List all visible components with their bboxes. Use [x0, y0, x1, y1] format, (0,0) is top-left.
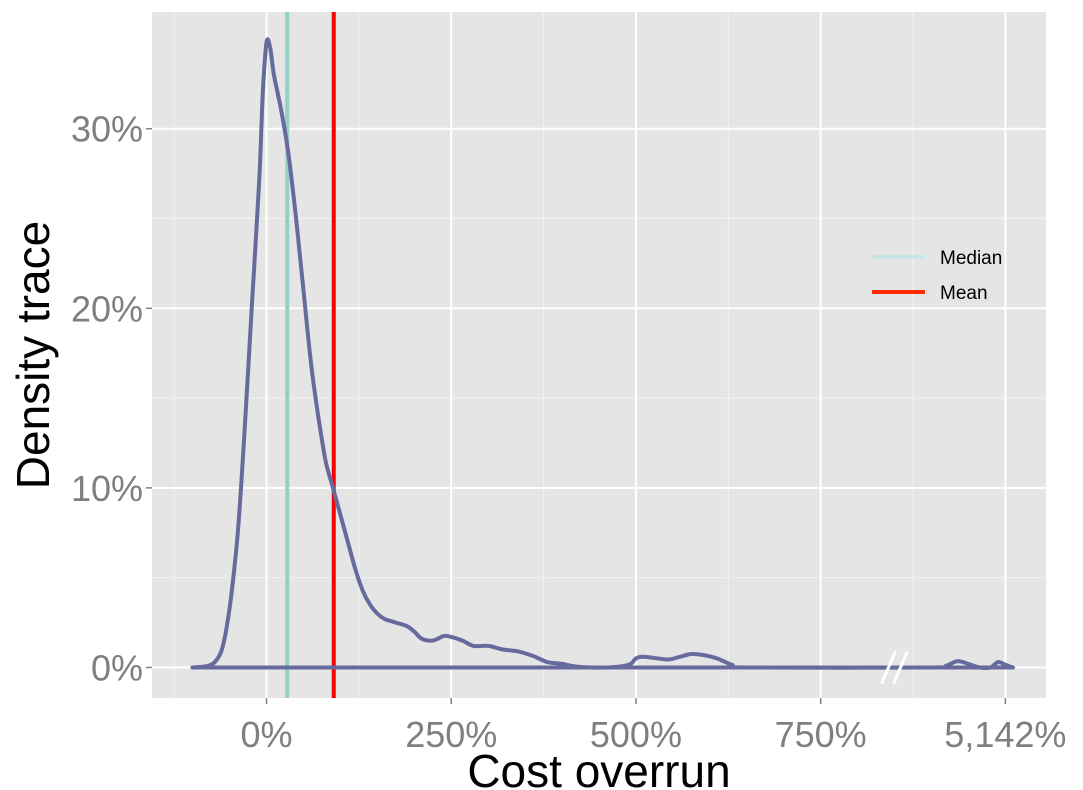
data-lines [190, 12, 1015, 698]
x-tick-label: 750% [775, 714, 867, 755]
density-series-line [190, 37, 1015, 671]
y-tick-label: 20% [71, 288, 143, 329]
y-axis-title: Density trace [7, 221, 59, 489]
y-tick-label: 0% [91, 647, 143, 688]
axis-break-stroke [880, 650, 897, 685]
legend-label-mean: Mean [940, 283, 988, 304]
y-tick-label: 30% [71, 109, 143, 150]
axis-break-stroke [892, 650, 909, 685]
x-tick-label: 250% [405, 714, 497, 755]
x-tick-label: 0% [241, 714, 293, 755]
x-axis-break-mark [880, 650, 909, 685]
x-tick-label: 500% [590, 714, 682, 755]
y-tick-label: 10% [71, 468, 143, 509]
legend: Median Mean [872, 248, 1002, 304]
x-tick-label: 5,142% [944, 714, 1066, 755]
minor-gridlines [152, 12, 1046, 698]
x-axis-title: Cost overrun [467, 745, 730, 790]
axis-ticks [146, 127, 1007, 704]
plot-panel [152, 12, 1046, 698]
tick-labels: 0% 250% 500% 750% 5,142% 0% 10% 20% 30% [71, 109, 1066, 755]
legend-label-median: Median [940, 248, 1002, 269]
